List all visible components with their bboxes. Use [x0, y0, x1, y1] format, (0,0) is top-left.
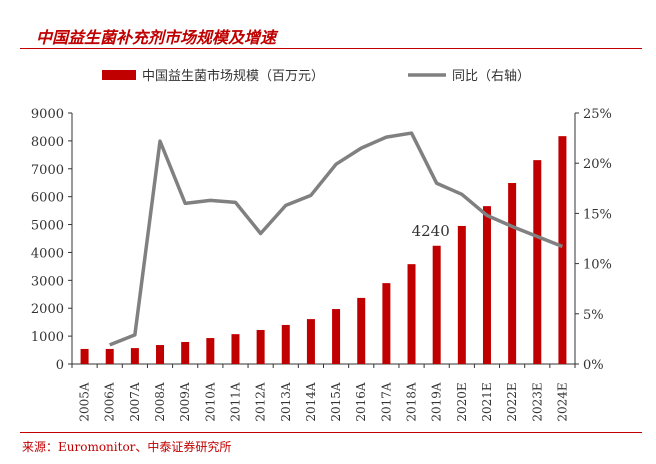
chart-title: 中国益生菌补充剂市场规模及增速	[36, 28, 277, 47]
x-tick-label: 2019A	[430, 382, 444, 422]
x-tick-label: 2013A	[279, 382, 293, 422]
y-tick-label: 6000	[31, 191, 64, 206]
data-label: 4240	[412, 222, 450, 240]
bar	[80, 348, 89, 364]
x-tick-label: 2009A	[178, 382, 192, 422]
bar	[231, 334, 240, 364]
x-tick-label: 2015A	[329, 382, 343, 422]
x-tick-label: 2022E	[505, 382, 519, 421]
bar	[105, 348, 114, 364]
x-tick-label: 2024E	[555, 382, 569, 421]
bar	[256, 329, 265, 364]
y2-tick-label: 20%	[583, 157, 612, 172]
bar	[332, 309, 341, 364]
x-tick-label: 2010A	[203, 382, 217, 422]
bar	[407, 264, 416, 364]
y-tick-label: 7000	[31, 163, 64, 178]
bar	[206, 338, 215, 364]
x-tick-label: 2005A	[78, 382, 92, 422]
y-tick-label: 5000	[31, 219, 64, 234]
y-tick-label: 3000	[31, 274, 64, 289]
footer-divider	[20, 432, 642, 433]
x-tick-label: 2017A	[379, 382, 393, 422]
x-tick-label: 2021E	[480, 382, 494, 421]
bar	[130, 348, 139, 364]
y-tick-label: 9000	[31, 107, 64, 122]
y-tick-label: 0	[56, 358, 64, 373]
source-note: 来源：Euromonitor、中泰证券研究所	[22, 440, 232, 454]
x-tick-label: 2012A	[254, 382, 268, 422]
x-tick-label: 2020E	[455, 382, 469, 421]
x-tick-label: 2023E	[530, 382, 544, 421]
x-tick-label: 2011A	[228, 382, 242, 422]
legend-line-label: 同比（右轴）	[452, 69, 530, 84]
bar	[306, 319, 315, 364]
x-tick-label: 2006A	[103, 382, 117, 422]
x-tick-label: 2018A	[405, 382, 419, 422]
y-tick-label: 4000	[31, 246, 64, 261]
legend-bar-swatch	[102, 70, 136, 80]
bar	[432, 245, 441, 364]
x-tick-label: 2007A	[128, 382, 142, 422]
bar	[357, 297, 366, 364]
bar	[558, 136, 567, 364]
y2-tick-label: 15%	[583, 207, 612, 222]
legend-bar-label: 中国益生菌市场规模（百万元）	[142, 68, 324, 84]
y2-tick-label: 0%	[583, 358, 604, 373]
x-tick-label: 2016A	[354, 382, 368, 422]
y-tick-label: 8000	[31, 135, 64, 150]
y2-tick-label: 5%	[583, 308, 604, 323]
y2-tick-label: 25%	[583, 107, 612, 122]
bar	[508, 183, 517, 364]
bar	[382, 283, 391, 364]
bar	[533, 160, 542, 364]
bar	[281, 324, 290, 364]
y2-tick-label: 10%	[583, 258, 612, 273]
bar	[482, 206, 491, 364]
x-tick-label: 2008A	[153, 382, 167, 422]
x-tick-label: 2014A	[304, 382, 318, 422]
bar	[156, 345, 165, 364]
bar	[457, 225, 466, 364]
bar	[181, 341, 190, 364]
title-divider	[20, 48, 642, 49]
y-tick-label: 2000	[31, 302, 64, 317]
y-tick-label: 1000	[31, 330, 64, 345]
